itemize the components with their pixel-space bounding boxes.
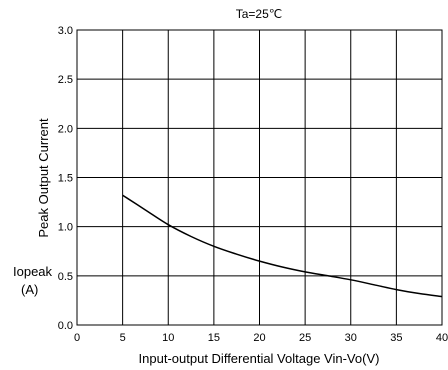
x-tick-label: 10 [162, 332, 174, 344]
tick-labels: 0 5 10 15 20 25 30 35 40 0.0 0.5 1.0 1.5 2.0 2.5 3.0 [58, 25, 448, 344]
plot-frame [76, 29, 443, 326]
x-tick-label: 5 [120, 332, 126, 344]
chart-title: Ta=25℃ [236, 7, 283, 21]
y-tick-label: 2.5 [58, 74, 73, 86]
x-tick-label: 20 [253, 332, 265, 344]
y-tick-label: 3.0 [58, 25, 73, 37]
y-axis-unit: (A) [21, 282, 38, 297]
series-layer [122, 194, 443, 298]
y-tick-label: 1.0 [58, 222, 73, 234]
y-tick-label: 0.0 [58, 320, 73, 332]
y-tick-label: 0.5 [58, 271, 73, 283]
x-tick-label: 0 [74, 332, 80, 344]
x-tick-label: 25 [299, 332, 311, 344]
y-axis-symbol: Iopeak [13, 264, 53, 279]
x-tick-label: 15 [208, 332, 220, 344]
y-tick-label: 2.0 [58, 123, 73, 135]
x-tick-label: 40 [436, 332, 448, 344]
grid [76, 29, 443, 326]
y-axis-label: Peak Output Current [36, 118, 51, 238]
x-tick-label: 35 [390, 332, 402, 344]
x-tick-label: 30 [345, 332, 357, 344]
series-line [122, 194, 443, 298]
y-tick-label: 1.5 [58, 173, 73, 185]
x-axis-label: Input-output Differential Voltage Vin-Vo… [139, 351, 380, 366]
